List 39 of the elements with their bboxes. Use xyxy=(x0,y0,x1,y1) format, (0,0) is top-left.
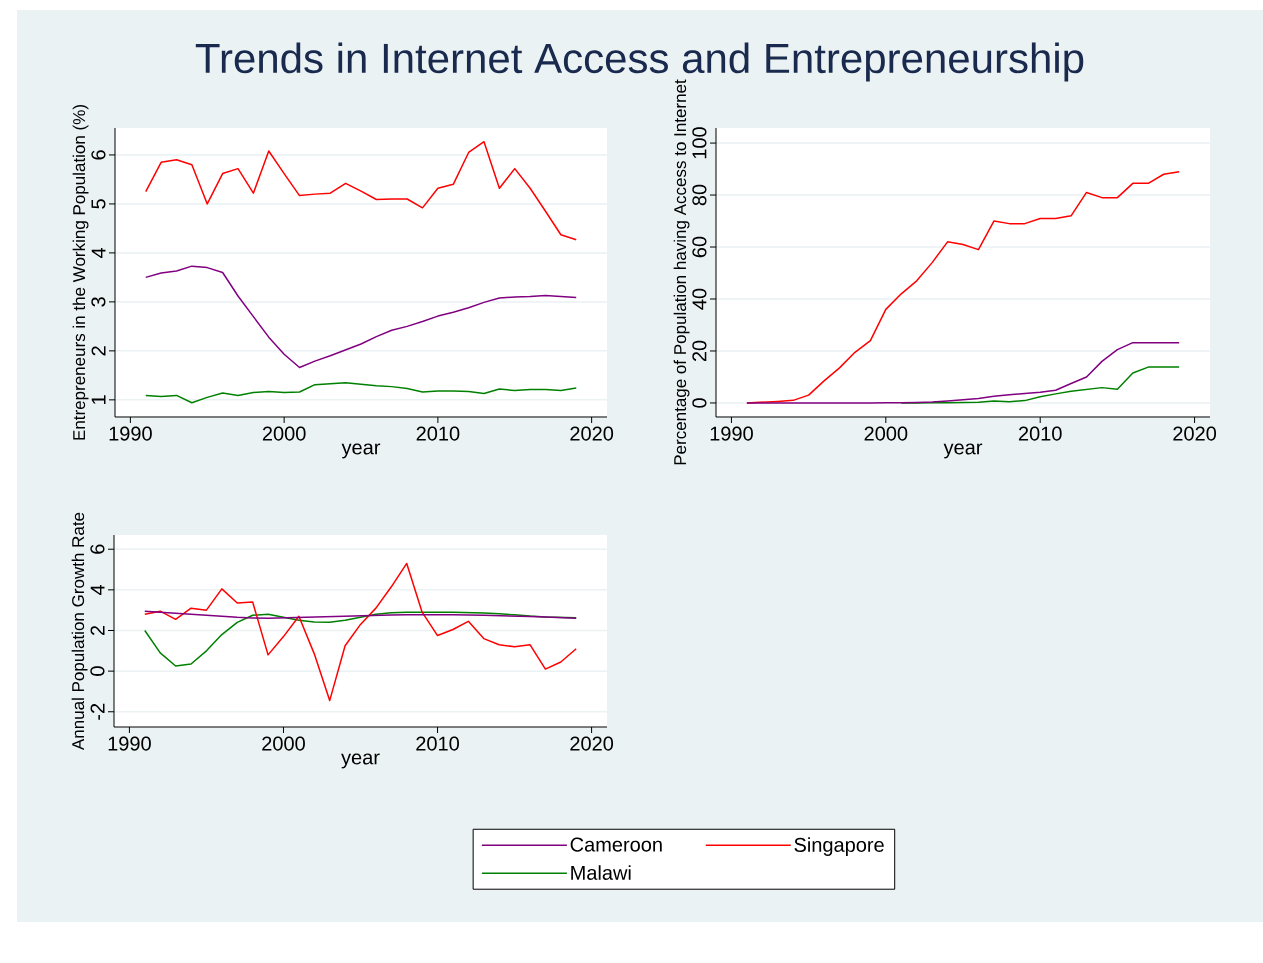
legend-label: Cameroon xyxy=(570,837,662,852)
x-tick-label: 2010 xyxy=(1018,426,1062,441)
y-tick-label: 5 xyxy=(91,199,106,209)
y-tick-label: 6 xyxy=(91,150,106,160)
x-tick-label: 2000 xyxy=(864,426,908,441)
y-tick-label: 0 xyxy=(90,666,105,676)
x-tick-label: 1990 xyxy=(710,426,753,441)
y-tick-label: 60 xyxy=(692,236,707,258)
x-tick-label: 2000 xyxy=(262,736,305,751)
y-tick-label: 4 xyxy=(90,584,105,595)
x-tick-label: 2010 xyxy=(416,736,459,751)
y-tick-label: -2 xyxy=(90,703,105,720)
x-tick-label: 1990 xyxy=(108,736,151,751)
y-tick-label: 2 xyxy=(91,346,106,356)
y-tick-label: 1 xyxy=(91,395,106,404)
x-tick-label: 2020 xyxy=(1173,426,1217,441)
legend-label: Malawi xyxy=(571,865,631,880)
x-axis-title: year xyxy=(943,443,983,459)
x-tick-label: 2020 xyxy=(570,426,614,441)
y-tick-label: 4 xyxy=(91,247,106,259)
x-tick-label: 1990 xyxy=(109,426,152,441)
x-tick-label: 2020 xyxy=(570,736,614,751)
y-axis-title: Annual Population Growth Rate xyxy=(71,512,88,751)
legend-label: Singapore xyxy=(794,837,884,856)
x-tick-label: 2000 xyxy=(262,426,306,441)
x-tick-label: 2010 xyxy=(416,426,460,441)
y-tick-label: 80 xyxy=(692,184,707,206)
line-series xyxy=(144,562,577,702)
y-tick-label: 0 xyxy=(692,398,707,408)
y-tick-label: 3 xyxy=(91,297,106,307)
y-tick-label: 100 xyxy=(692,127,707,159)
y-tick-label: 2 xyxy=(90,625,105,636)
y-tick-label: 6 xyxy=(90,544,105,554)
x-axis-title: year xyxy=(341,753,380,769)
y-tick-label: 40 xyxy=(692,288,707,310)
y-axis-title: Entrepreneurs in the Working Population (%) xyxy=(72,105,89,440)
line-series xyxy=(145,140,577,241)
x-axis-title: year xyxy=(341,443,381,459)
y-tick-label: 20 xyxy=(692,340,707,362)
